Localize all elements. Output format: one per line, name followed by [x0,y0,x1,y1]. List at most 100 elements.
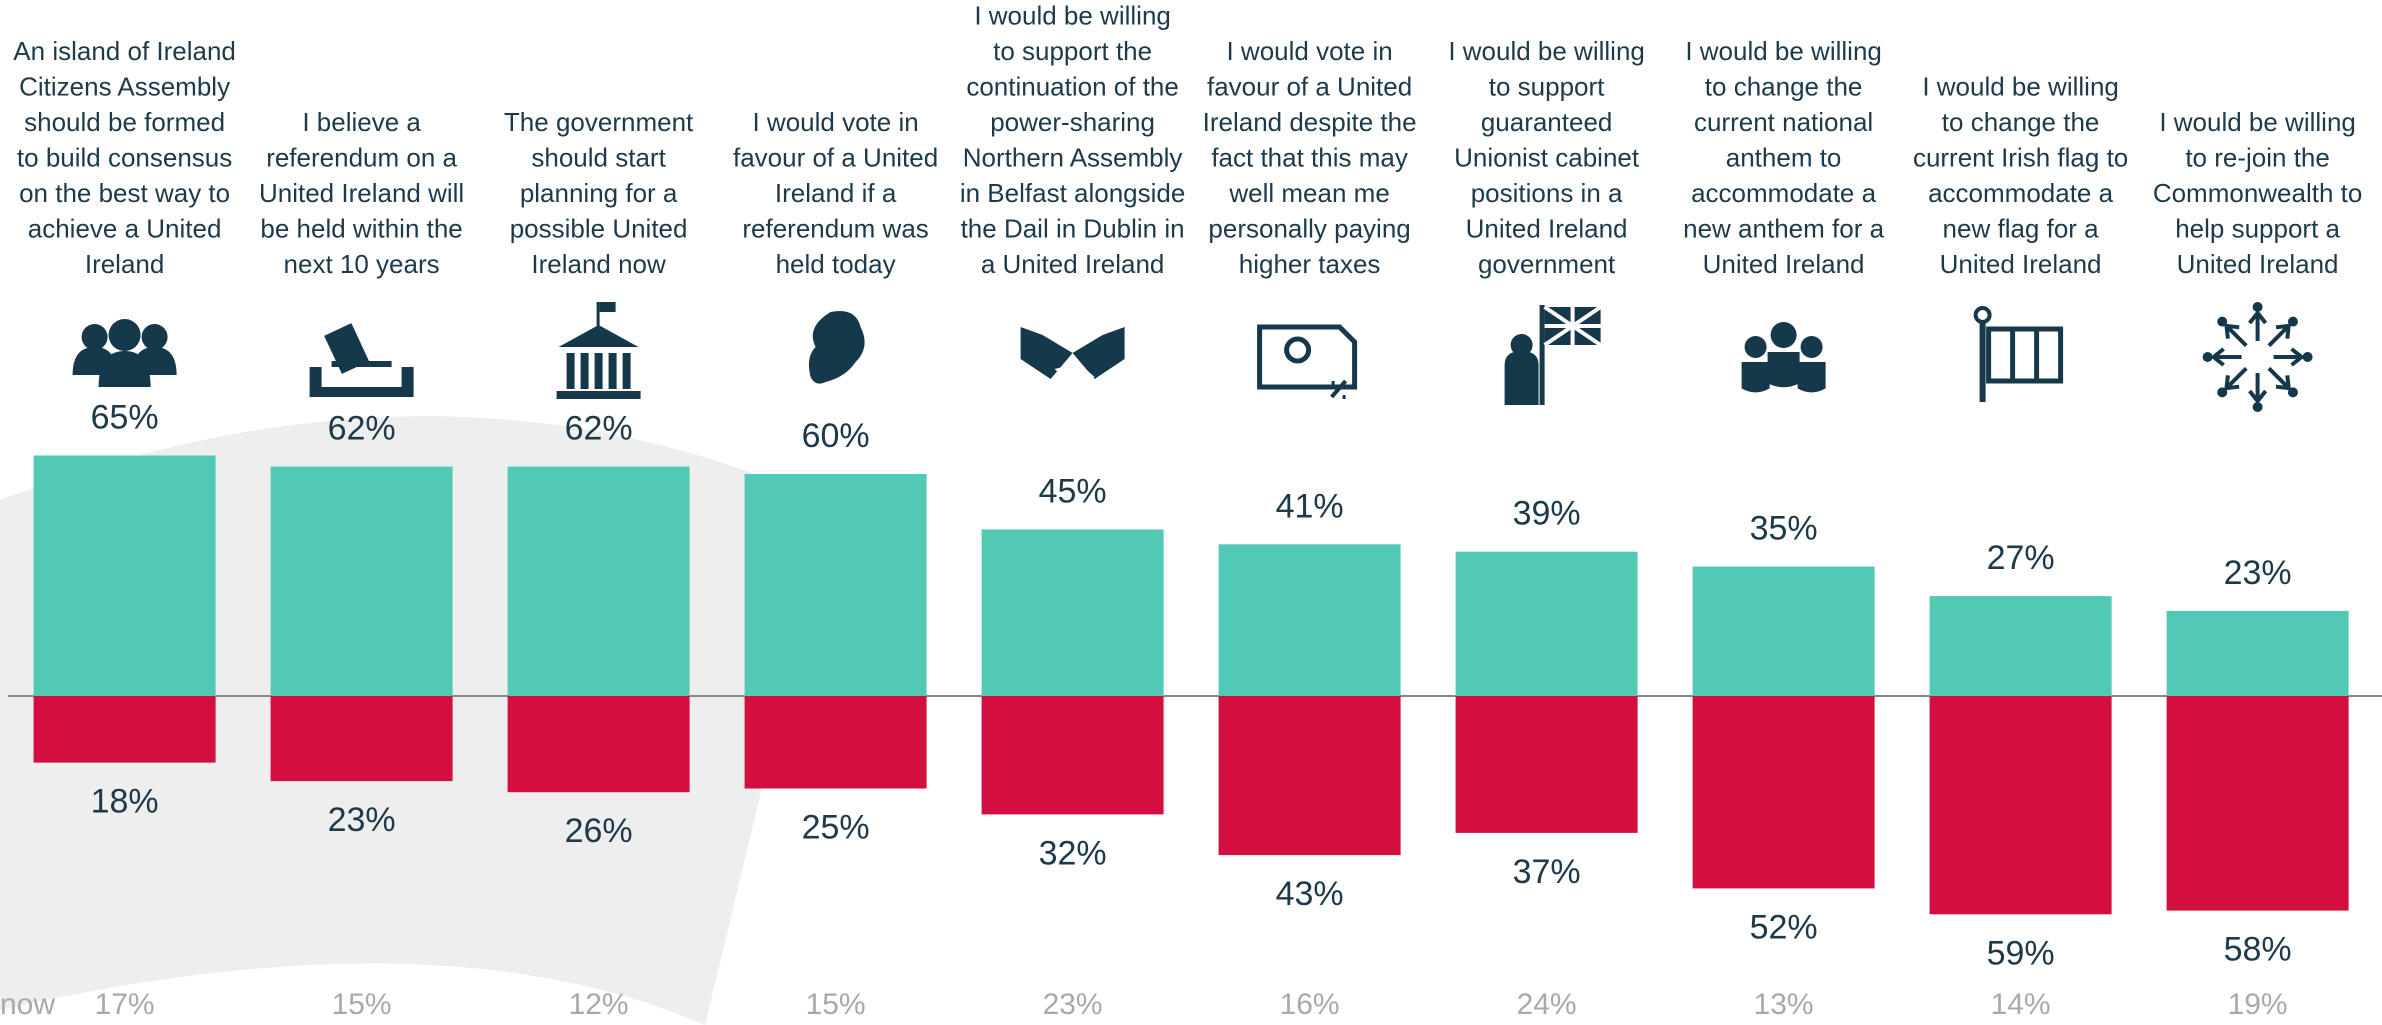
icon-part [141,324,168,350]
bar-agree [744,474,927,696]
dont-know-value: 16% [1280,988,1340,1021]
bar-disagree [1692,696,1875,889]
icon-part [1797,362,1826,393]
value-label: 37% [1513,853,1581,891]
category-label: I would vote in favour of a United Ireland… [733,107,938,279]
icon-part [331,361,392,367]
category-label: I would vote in favour of a United Ireland… [1203,36,1417,279]
bar-agree [1692,566,1875,696]
value-label: 45% [1039,472,1107,510]
value-label: 58% [2224,931,2292,969]
icons [72,302,2313,412]
bar-disagree [1929,696,2112,915]
icon-part [2302,352,2313,362]
value-label: 41% [1276,487,1344,525]
icon-part [1979,322,1986,402]
dont-know-value: 24% [1517,988,1577,1021]
dont-know-value: 12% [569,988,629,1021]
icon-part [1510,334,1533,356]
icon-part [2287,387,2298,398]
icon-part [594,353,603,389]
icon-part [1020,327,1125,379]
icon [309,323,414,397]
icon-part [1543,305,1602,347]
icon-part [2224,323,2248,348]
bar-disagree [507,696,690,793]
dont-know-value: 15% [806,988,866,1021]
icon-part [622,353,631,389]
icon-part [558,325,639,347]
icon-part [1330,379,1348,399]
bar-agree [2166,610,2349,696]
category-label: I would be willing to re-join the Commonwe… [2153,107,2363,279]
category-label: I would be willing to support the continua… [960,0,1185,279]
bar-disagree [2166,696,2349,911]
icon [556,302,641,399]
dont-know-value: 19% [2228,988,2288,1021]
icon-part [2217,316,2228,327]
value-label: 27% [1987,539,2055,577]
bar-disagree [744,696,927,789]
icon-part [1284,336,1312,364]
icon [808,311,865,384]
value-label: 35% [1750,509,1818,547]
value-label: 26% [565,812,633,850]
bar-agree [981,529,1164,696]
bar-agree [270,466,453,696]
icon-part [309,367,414,397]
icon-part [98,351,151,387]
icon-part [808,311,865,384]
value-label: 52% [1750,908,1818,946]
icon [1020,327,1125,383]
icon-part [599,302,616,312]
icon [1257,324,1358,399]
icon-part [81,324,108,350]
icon-part [2273,347,2305,367]
icon-part [2248,373,2268,405]
icon-part [556,391,641,399]
value-label: 18% [91,783,159,821]
value-label: 43% [1276,875,1344,913]
icon-part [2252,302,2263,312]
icon-part [580,353,589,389]
icon-part [1800,336,1823,358]
icon-part [1767,352,1800,388]
icon-part [1973,306,1992,324]
icon-part [2252,402,2263,412]
value-label: 39% [1513,495,1581,533]
value-label: 60% [802,417,870,455]
icon [1504,305,1602,405]
category-label: The government should start planning for a… [504,107,694,279]
value-label: 25% [802,808,870,846]
bar-disagree [270,696,453,782]
icon-part [2202,352,2213,362]
icon-part [2224,366,2248,391]
icon-part [2210,347,2242,367]
bar-disagree [981,696,1164,815]
icon-part [1539,305,1545,405]
icon-part [1741,362,1770,393]
icon-part [1986,326,2064,384]
bar-agree [1929,596,2112,696]
icon-part [566,353,575,389]
category-label: I believe a referendum on a United Ireland… [259,107,464,279]
value-label: 59% [1987,934,2055,972]
bar-agree [1218,544,1401,696]
icon-part [108,319,141,351]
icon [1973,306,2064,402]
icon-part [596,302,600,326]
dont-know-value: 17% [95,988,155,1021]
value-label: 65% [91,398,159,436]
bar-agree [507,466,690,696]
icon [2202,302,2313,412]
icon [72,319,177,387]
dont-know-value: 13% [1754,988,1814,1021]
icon-part [1770,322,1797,348]
value-label: 32% [1039,834,1107,872]
value-label: 62% [565,410,633,448]
icon-part [2267,323,2291,348]
category-label: I would be willing to support guaranteed Un… [1448,36,1645,279]
icon-part [1257,324,1358,390]
icon-part [1744,336,1767,358]
